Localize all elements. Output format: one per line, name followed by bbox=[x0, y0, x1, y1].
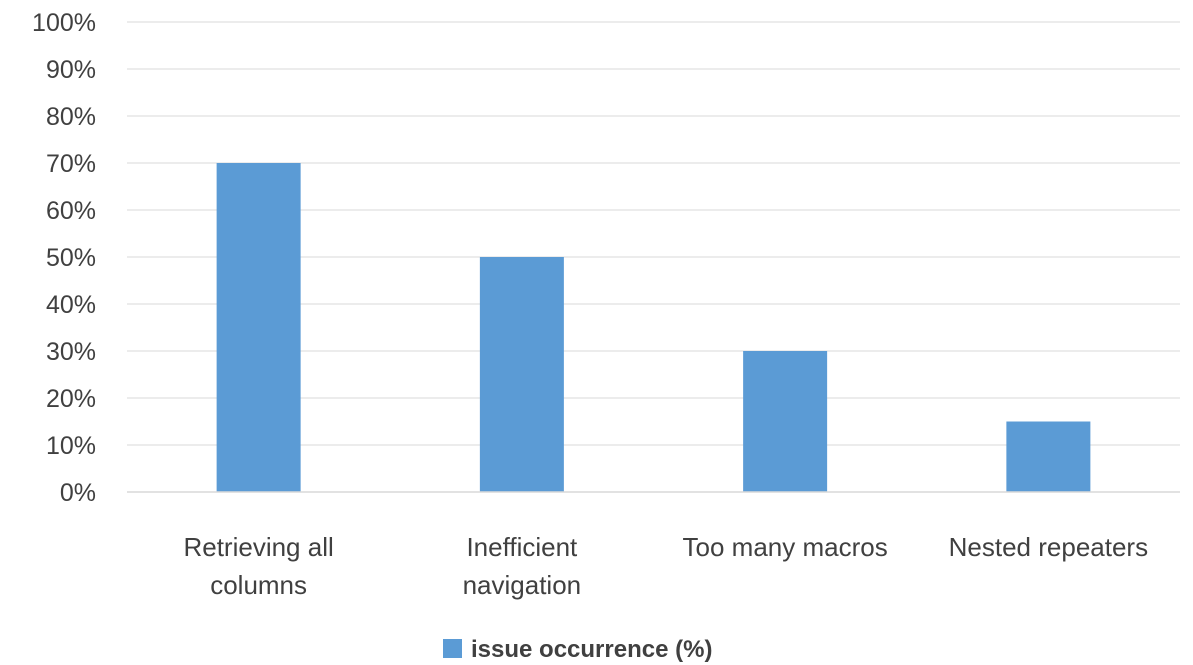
x-category-label-2: Inefficient navigation bbox=[463, 532, 582, 600]
legend: issue occurrence (%) bbox=[443, 636, 712, 663]
y-tick-label-0: 0% bbox=[60, 479, 96, 507]
x-category-label-1: Retrieving all columns bbox=[183, 532, 333, 600]
y-tick-label-50: 50% bbox=[46, 244, 96, 272]
bar-2 bbox=[479, 257, 564, 492]
y-tick-label-10: 10% bbox=[46, 432, 96, 460]
y-tick-label-40: 40% bbox=[46, 291, 96, 319]
y-tick-label-80: 80% bbox=[46, 103, 96, 131]
y-tick-label-20: 20% bbox=[46, 385, 96, 413]
bars bbox=[216, 163, 1091, 492]
bar-1 bbox=[216, 163, 301, 492]
bar-4 bbox=[1006, 421, 1091, 492]
y-tick-label-90: 90% bbox=[46, 56, 96, 84]
y-tick-label-70: 70% bbox=[46, 150, 96, 178]
x-category-label-4: Nested repeaters bbox=[949, 532, 1148, 562]
bar-3 bbox=[743, 351, 828, 492]
legend-label-issue-occurrence: issue occurrence (%) bbox=[471, 636, 712, 663]
y-axis-tick-labels: 0% 10% 20% 30% 40% 50% 60% 70% 80% 90% 100% bbox=[32, 9, 96, 507]
gridlines bbox=[127, 21, 1180, 446]
y-tick-label-100: 100% bbox=[32, 9, 96, 37]
x-axis-category-labels: Retrieving all columns Inefficient navigati… bbox=[183, 532, 1148, 600]
legend-swatch-issue-occurrence bbox=[443, 639, 462, 658]
y-tick-label-30: 30% bbox=[46, 338, 96, 366]
x-category-label-3: Too many macros bbox=[683, 532, 888, 562]
y-tick-label-60: 60% bbox=[46, 197, 96, 225]
